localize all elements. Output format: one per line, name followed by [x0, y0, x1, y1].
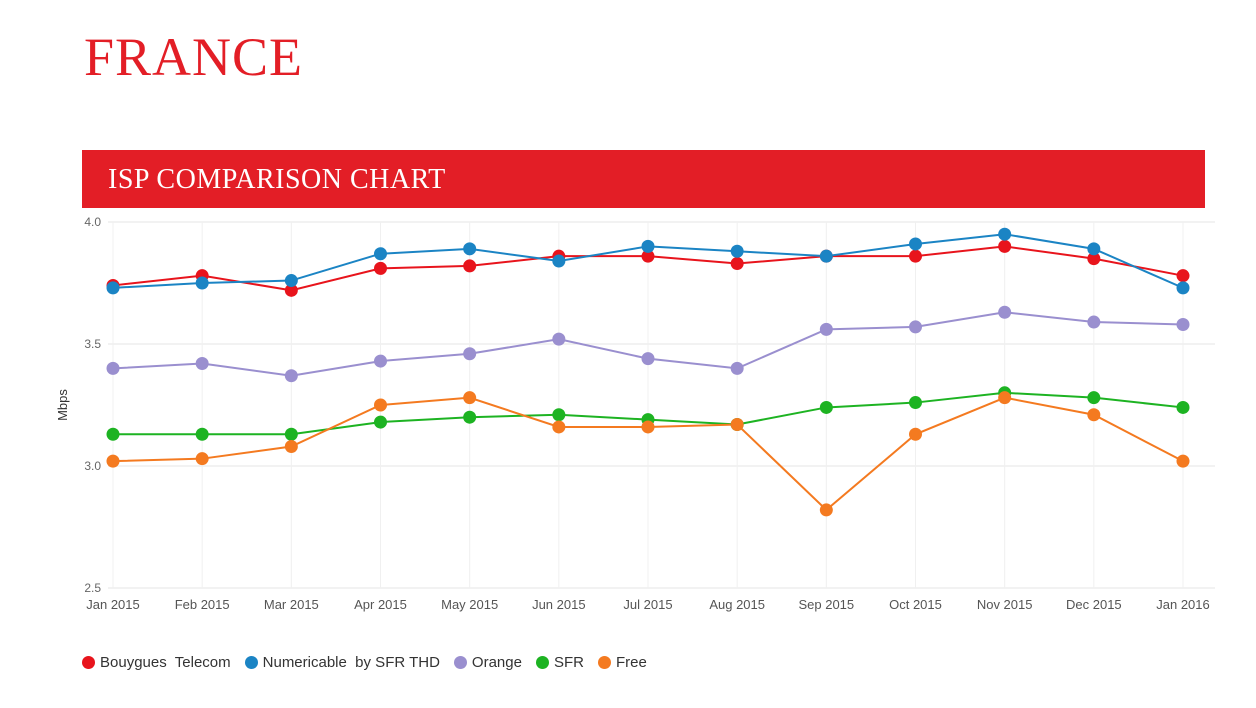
data-point: [284, 439, 298, 453]
legend-marker-icon: [535, 656, 549, 669]
data-point: [106, 281, 120, 295]
data-point: [641, 352, 655, 366]
y-tick-label: 3.0: [84, 459, 101, 473]
legend-item[interactable]: SFR: [535, 654, 584, 671]
data-point: [1176, 269, 1190, 283]
legend-item[interactable]: Orange: [453, 654, 522, 671]
x-tick-label: Dec 2015: [1066, 597, 1122, 612]
data-point: [641, 239, 655, 253]
x-tick-label: Mar 2015: [264, 597, 319, 612]
legend-label: Bouygues Telecom: [100, 654, 231, 671]
data-point: [374, 354, 387, 368]
data-point: [195, 452, 209, 466]
data-point: [998, 239, 1012, 253]
data-point: [998, 391, 1012, 405]
country-title: FRANCE: [84, 27, 304, 87]
data-point: [463, 391, 477, 405]
data-point: [195, 427, 209, 441]
data-point: [374, 261, 387, 275]
data-point: [552, 254, 566, 268]
data-point: [819, 249, 833, 263]
legend: Bouygues Telecom Numericable by SFR THD Or…: [82, 654, 647, 671]
data-point: [284, 427, 298, 441]
data-point: [463, 259, 477, 273]
legend-marker-icon: [597, 656, 611, 669]
legend-marker-icon: [82, 656, 95, 669]
data-point: [819, 322, 833, 336]
chart-banner: ISP COMPARISON CHART: [82, 150, 1205, 208]
data-point: [106, 427, 120, 441]
data-point: [1087, 242, 1101, 256]
data-point: [909, 237, 922, 251]
data-point: [1176, 454, 1190, 468]
data-point: [1087, 315, 1101, 329]
x-tick-label: Jul 2015: [623, 597, 672, 612]
data-point: [1176, 281, 1190, 295]
x-tick-label: Jun 2015: [532, 597, 586, 612]
data-point: [1176, 400, 1190, 414]
data-point: [641, 420, 655, 434]
data-point: [909, 427, 922, 441]
x-tick-label: Nov 2015: [977, 597, 1033, 612]
legend-label: SFR: [553, 654, 584, 671]
data-point: [552, 408, 566, 422]
x-tick-label: May 2015: [441, 597, 498, 612]
legend-item[interactable]: Bouygues Telecom: [82, 654, 231, 671]
data-point: [106, 454, 120, 468]
x-tick-label: Sep 2015: [798, 597, 854, 612]
data-point: [374, 247, 387, 261]
data-point: [998, 305, 1012, 319]
data-point: [374, 415, 387, 429]
x-tick-label: Oct 2015: [889, 597, 942, 612]
data-point: [730, 244, 744, 258]
data-point: [641, 249, 655, 263]
y-tick-label: 3.5: [84, 337, 101, 351]
x-tick-label: Apr 2015: [354, 597, 407, 612]
x-tick-label: Aug 2015: [709, 597, 765, 612]
chart-title: ISP COMPARISON CHART: [108, 164, 446, 195]
data-point: [909, 320, 922, 334]
data-point: [730, 418, 744, 432]
data-point: [1087, 408, 1101, 422]
legend-label: Free: [615, 654, 647, 671]
y-tick-label: 2.5: [84, 581, 101, 595]
data-point: [195, 357, 209, 371]
data-point: [819, 503, 833, 517]
legend-item[interactable]: Free: [597, 654, 647, 671]
legend-marker-icon: [453, 656, 467, 669]
data-point: [819, 400, 833, 414]
data-point: [284, 283, 298, 297]
legend-label: Numericable by SFR THD: [262, 654, 440, 671]
data-point: [284, 369, 298, 383]
legend-label: Orange: [471, 654, 522, 671]
data-point: [1087, 252, 1101, 266]
legend-marker-icon: [244, 656, 258, 669]
y-axis-label: Mbps: [55, 389, 70, 421]
data-point: [463, 242, 477, 256]
data-point: [552, 332, 566, 346]
data-point: [909, 249, 922, 263]
data-point: [1176, 317, 1190, 331]
data-point: [284, 274, 298, 288]
x-tick-label: Jan 2015: [86, 597, 140, 612]
x-tick-label: Feb 2015: [175, 597, 230, 612]
data-point: [730, 256, 744, 270]
data-point: [463, 410, 477, 424]
x-tick-label: Jan 2016: [1156, 597, 1210, 612]
data-point: [998, 227, 1012, 241]
data-point: [552, 420, 566, 434]
legend-item[interactable]: Numericable by SFR THD: [244, 654, 440, 671]
data-point: [909, 396, 922, 410]
data-point: [195, 276, 209, 290]
data-point: [1087, 391, 1101, 405]
data-point: [106, 361, 120, 375]
data-point: [463, 347, 477, 361]
data-point: [730, 361, 744, 375]
y-tick-label: 4.0: [84, 215, 101, 229]
data-point: [374, 398, 387, 412]
